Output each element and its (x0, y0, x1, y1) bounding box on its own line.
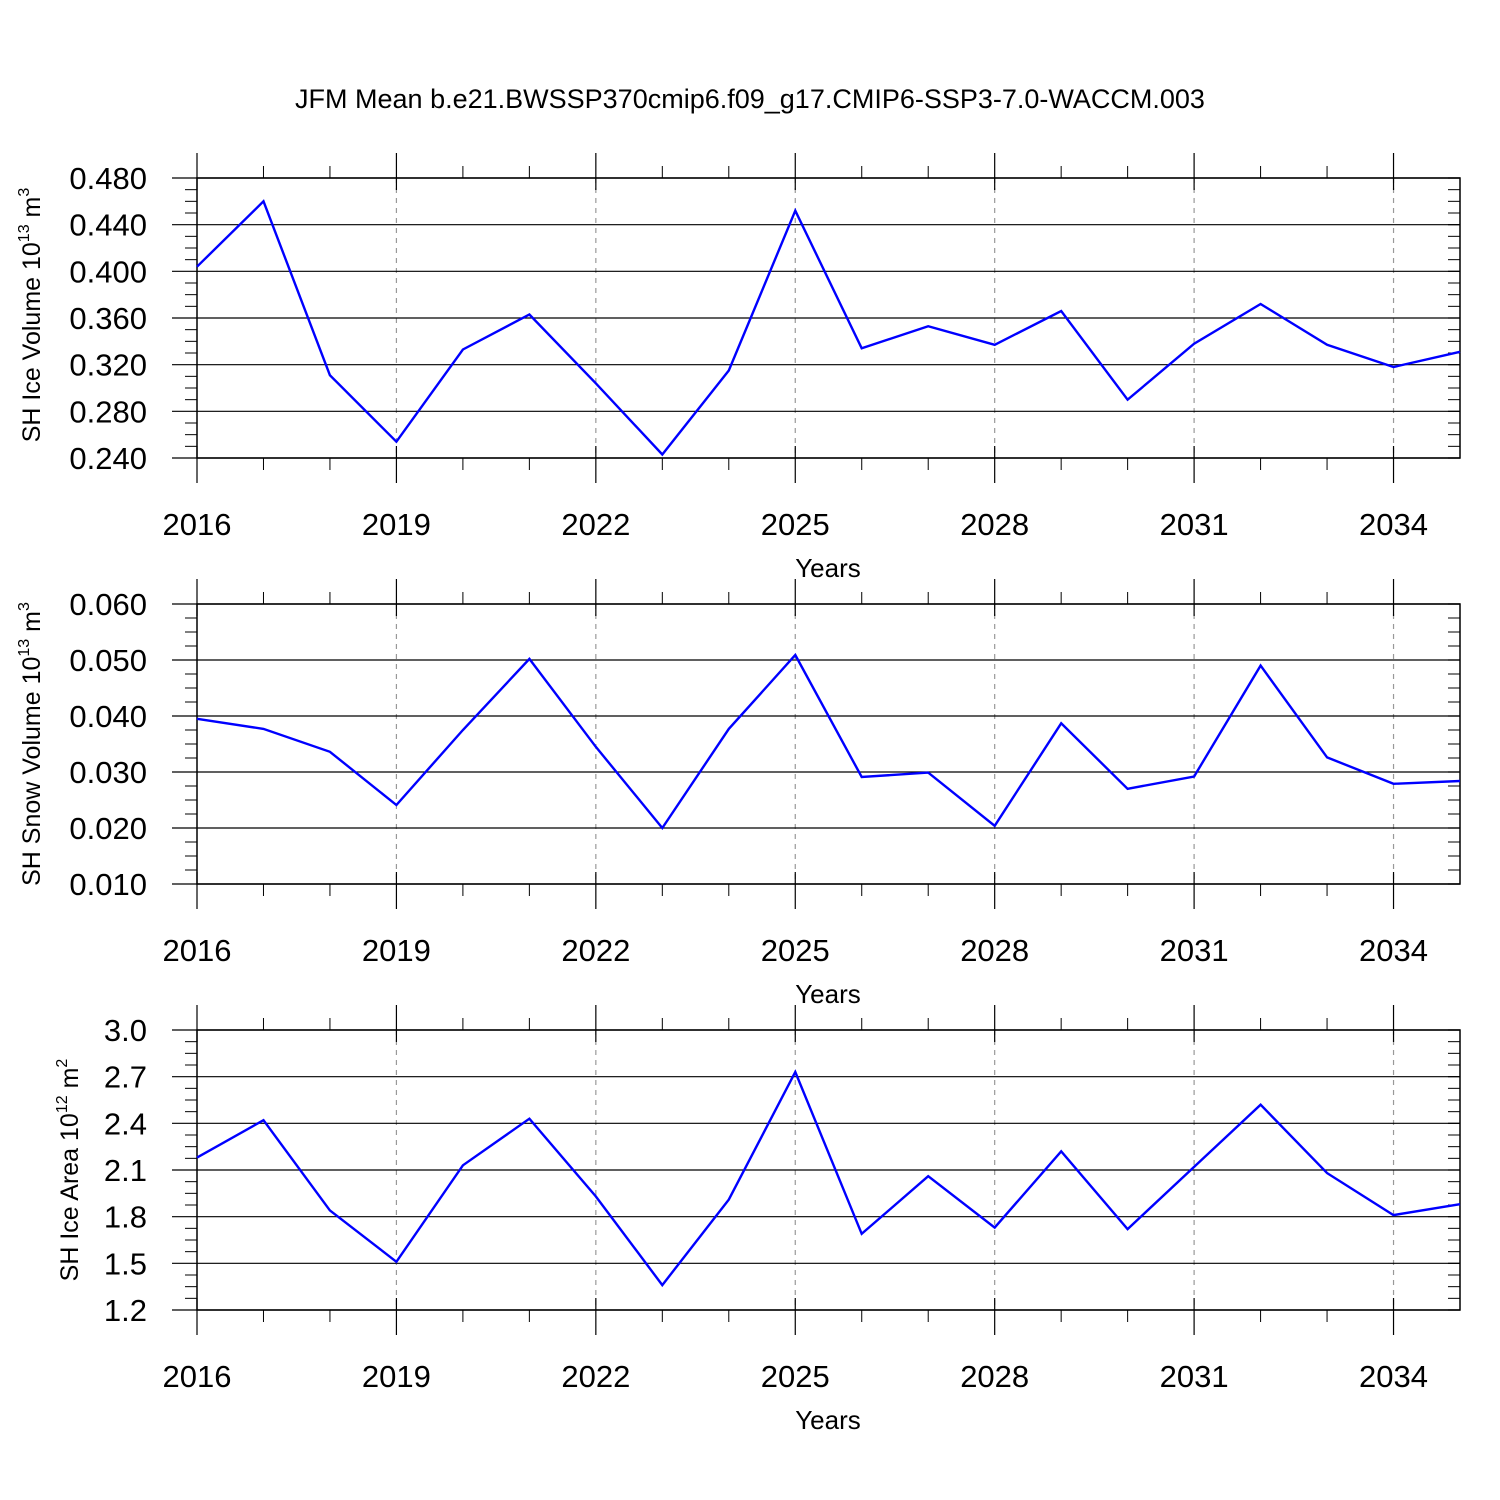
x-tick-label: 2022 (561, 933, 630, 968)
y-axis-label: SH Snow Volume 1013 m3 (16, 602, 46, 886)
x-tick-label: 2022 (561, 1359, 630, 1394)
y-tick-label: 0.060 (69, 587, 147, 622)
x-tick-label: 2034 (1359, 1359, 1428, 1394)
x-tick-label: 2025 (761, 1359, 830, 1394)
x-axis-label: Years (795, 979, 861, 1009)
y-tick-label: 0.280 (69, 394, 147, 429)
y-axis-label: SH Ice Area 1012 m2 (54, 1059, 84, 1282)
series-line (196, 199, 1461, 457)
y-tick-label: 0.020 (69, 811, 147, 846)
x-axis-label: Years (795, 553, 861, 583)
figure-title: JFM Mean b.e21.BWSSP370cmip6.f09_g17.CMI… (295, 84, 1205, 114)
x-axis-label: Years (795, 1405, 861, 1435)
y-tick-label: 0.040 (69, 699, 147, 734)
y-tick-label: 0.360 (69, 301, 147, 336)
y-tick-label: 0.440 (69, 208, 147, 243)
plot-frame (196, 1029, 1461, 1311)
y-tick-label: 0.400 (69, 254, 147, 289)
y-tick-label: 2.1 (104, 1153, 147, 1188)
x-tick-label: 2034 (1359, 933, 1428, 968)
x-tick-label: 2025 (761, 933, 830, 968)
y-tick-label: 3.0 (104, 1013, 147, 1048)
x-tick-label: 2028 (960, 507, 1029, 542)
x-tick-label: 2031 (1160, 507, 1229, 542)
x-tick-label: 2031 (1160, 933, 1229, 968)
x-tick-label: 2019 (362, 1359, 431, 1394)
x-tick-label: 2019 (362, 933, 431, 968)
y-tick-label: 1.2 (104, 1293, 147, 1328)
y-tick-label: 0.010 (69, 867, 147, 902)
y-tick-label: 0.030 (69, 755, 147, 790)
series-line (196, 652, 1461, 831)
series-line (196, 1069, 1461, 1288)
plot-frame (196, 603, 1461, 885)
panel-ice-area: 1.2 1.5 1.8 2.1 2.4 2.7 3.0 2016 2019 2022 2025 202… (54, 1005, 1461, 1435)
x-tick-label: 2031 (1160, 1359, 1229, 1394)
y-tick-label: 0.240 (69, 441, 147, 476)
x-tick-label: 2016 (163, 1359, 232, 1394)
y-tick-label: 0.320 (69, 348, 147, 383)
x-tick-label: 2019 (362, 507, 431, 542)
x-tick-label: 2028 (960, 933, 1029, 968)
x-tick-label: 2025 (761, 507, 830, 542)
y-tick-label: 0.050 (69, 643, 147, 678)
plot-frame (196, 177, 1461, 459)
y-tick-label: 2.7 (104, 1060, 147, 1095)
y-tick-label: 1.5 (104, 1246, 147, 1281)
y-axis-label: SH Ice Volume 1013 m3 (16, 188, 46, 443)
y-tick-label: 0.480 (69, 161, 147, 196)
x-tick-label: 2016 (163, 933, 232, 968)
y-tick-label: 1.8 (104, 1200, 147, 1235)
y-tick-label: 2.4 (104, 1106, 147, 1141)
x-tick-label: 2034 (1359, 507, 1428, 542)
x-tick-label: 2028 (960, 1359, 1029, 1394)
panel-ice-volume: 0.240 0.280 0.320 0.360 0.400 0.440 0.480 2016 2… (16, 153, 1461, 583)
panel-snow-volume: 0.010 0.020 0.030 0.040 0.050 0.060 2016 2019 20… (16, 579, 1461, 1009)
x-tick-label: 2016 (163, 507, 232, 542)
x-tick-label: 2022 (561, 507, 630, 542)
